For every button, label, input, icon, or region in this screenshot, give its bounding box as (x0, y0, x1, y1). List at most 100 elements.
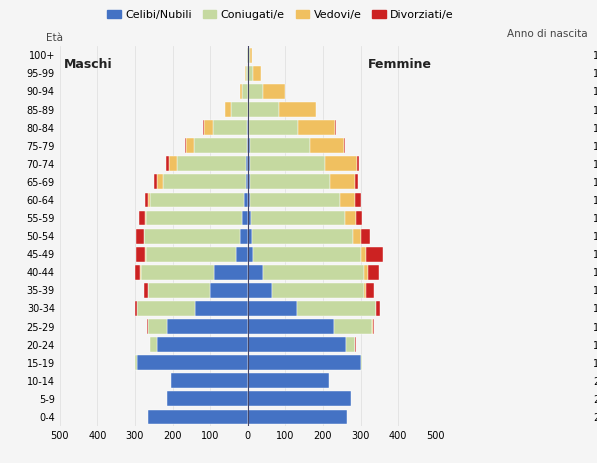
Bar (148, 193, 150, 207)
Bar (248, 355, 361, 370)
Bar (248, 84, 263, 99)
Bar (297, 301, 376, 316)
Bar (250, 48, 251, 63)
Bar (242, 211, 248, 225)
Bar (253, 66, 261, 81)
Bar (340, 193, 355, 207)
Bar (195, 301, 248, 316)
Bar (158, 337, 248, 352)
Bar (248, 211, 251, 225)
Bar (368, 265, 380, 280)
Bar (148, 409, 248, 424)
Bar (148, 319, 167, 334)
Bar (236, 247, 248, 262)
Bar (135, 301, 137, 316)
Bar (210, 283, 248, 298)
Bar (240, 84, 242, 99)
Bar (145, 193, 148, 207)
Bar (248, 247, 253, 262)
Bar (250, 175, 331, 189)
Bar (263, 84, 285, 99)
Bar (334, 319, 372, 334)
Bar (154, 175, 158, 189)
Bar (249, 120, 298, 135)
Bar (171, 373, 248, 388)
Bar (248, 193, 250, 207)
Bar (247, 120, 248, 135)
Bar (244, 193, 248, 207)
Bar (250, 156, 325, 171)
Bar (146, 211, 242, 225)
Bar (248, 265, 263, 280)
Bar (136, 229, 143, 244)
Bar (355, 193, 361, 207)
Bar (357, 156, 359, 171)
Bar (194, 138, 247, 153)
Bar (135, 355, 137, 370)
Bar (248, 138, 250, 153)
Bar (331, 175, 355, 189)
Legend: Celibi/Nubili, Coniugati/e, Vedovi/e, Divorziati/e: Celibi/Nubili, Coniugati/e, Vedovi/e, Di… (103, 6, 458, 25)
Bar (158, 175, 163, 189)
Bar (248, 283, 272, 298)
Bar (203, 120, 204, 135)
Bar (137, 301, 195, 316)
Bar (248, 102, 279, 117)
Bar (372, 319, 373, 334)
Bar (246, 66, 248, 81)
Bar (247, 138, 248, 153)
Bar (144, 229, 240, 244)
Bar (150, 193, 244, 207)
Bar (263, 265, 364, 280)
Bar (248, 301, 297, 316)
Bar (214, 265, 248, 280)
Bar (250, 193, 340, 207)
Bar (279, 102, 316, 117)
Bar (355, 175, 358, 189)
Bar (245, 66, 246, 81)
Text: Femmine: Femmine (368, 58, 432, 71)
Bar (246, 175, 248, 189)
Bar (361, 247, 366, 262)
Bar (143, 229, 144, 244)
Bar (376, 301, 380, 316)
Bar (373, 319, 374, 334)
Bar (346, 337, 355, 352)
Bar (166, 156, 169, 171)
Bar (366, 247, 383, 262)
Bar (366, 283, 374, 298)
Bar (298, 120, 336, 135)
Bar (177, 156, 246, 171)
Bar (248, 120, 249, 135)
Bar (364, 283, 366, 298)
Bar (225, 102, 231, 117)
Bar (248, 229, 251, 244)
Bar (248, 66, 253, 81)
Bar (246, 156, 248, 171)
Bar (248, 319, 334, 334)
Bar (148, 283, 210, 298)
Bar (186, 138, 194, 153)
Bar (134, 265, 140, 280)
Bar (146, 247, 236, 262)
Bar (184, 138, 186, 153)
Bar (345, 211, 356, 225)
Bar (248, 391, 351, 406)
Bar (248, 48, 250, 63)
Bar (240, 229, 248, 244)
Bar (361, 355, 362, 370)
Bar (248, 337, 346, 352)
Bar (251, 229, 353, 244)
Bar (248, 373, 328, 388)
Text: Età: Età (45, 33, 63, 43)
Bar (169, 156, 177, 171)
Bar (248, 156, 250, 171)
Bar (136, 247, 146, 262)
Bar (140, 211, 145, 225)
Bar (147, 319, 148, 334)
Bar (364, 265, 368, 280)
Bar (247, 48, 248, 63)
Bar (356, 211, 362, 225)
Bar (361, 229, 370, 244)
Text: Maschi: Maschi (63, 58, 112, 71)
